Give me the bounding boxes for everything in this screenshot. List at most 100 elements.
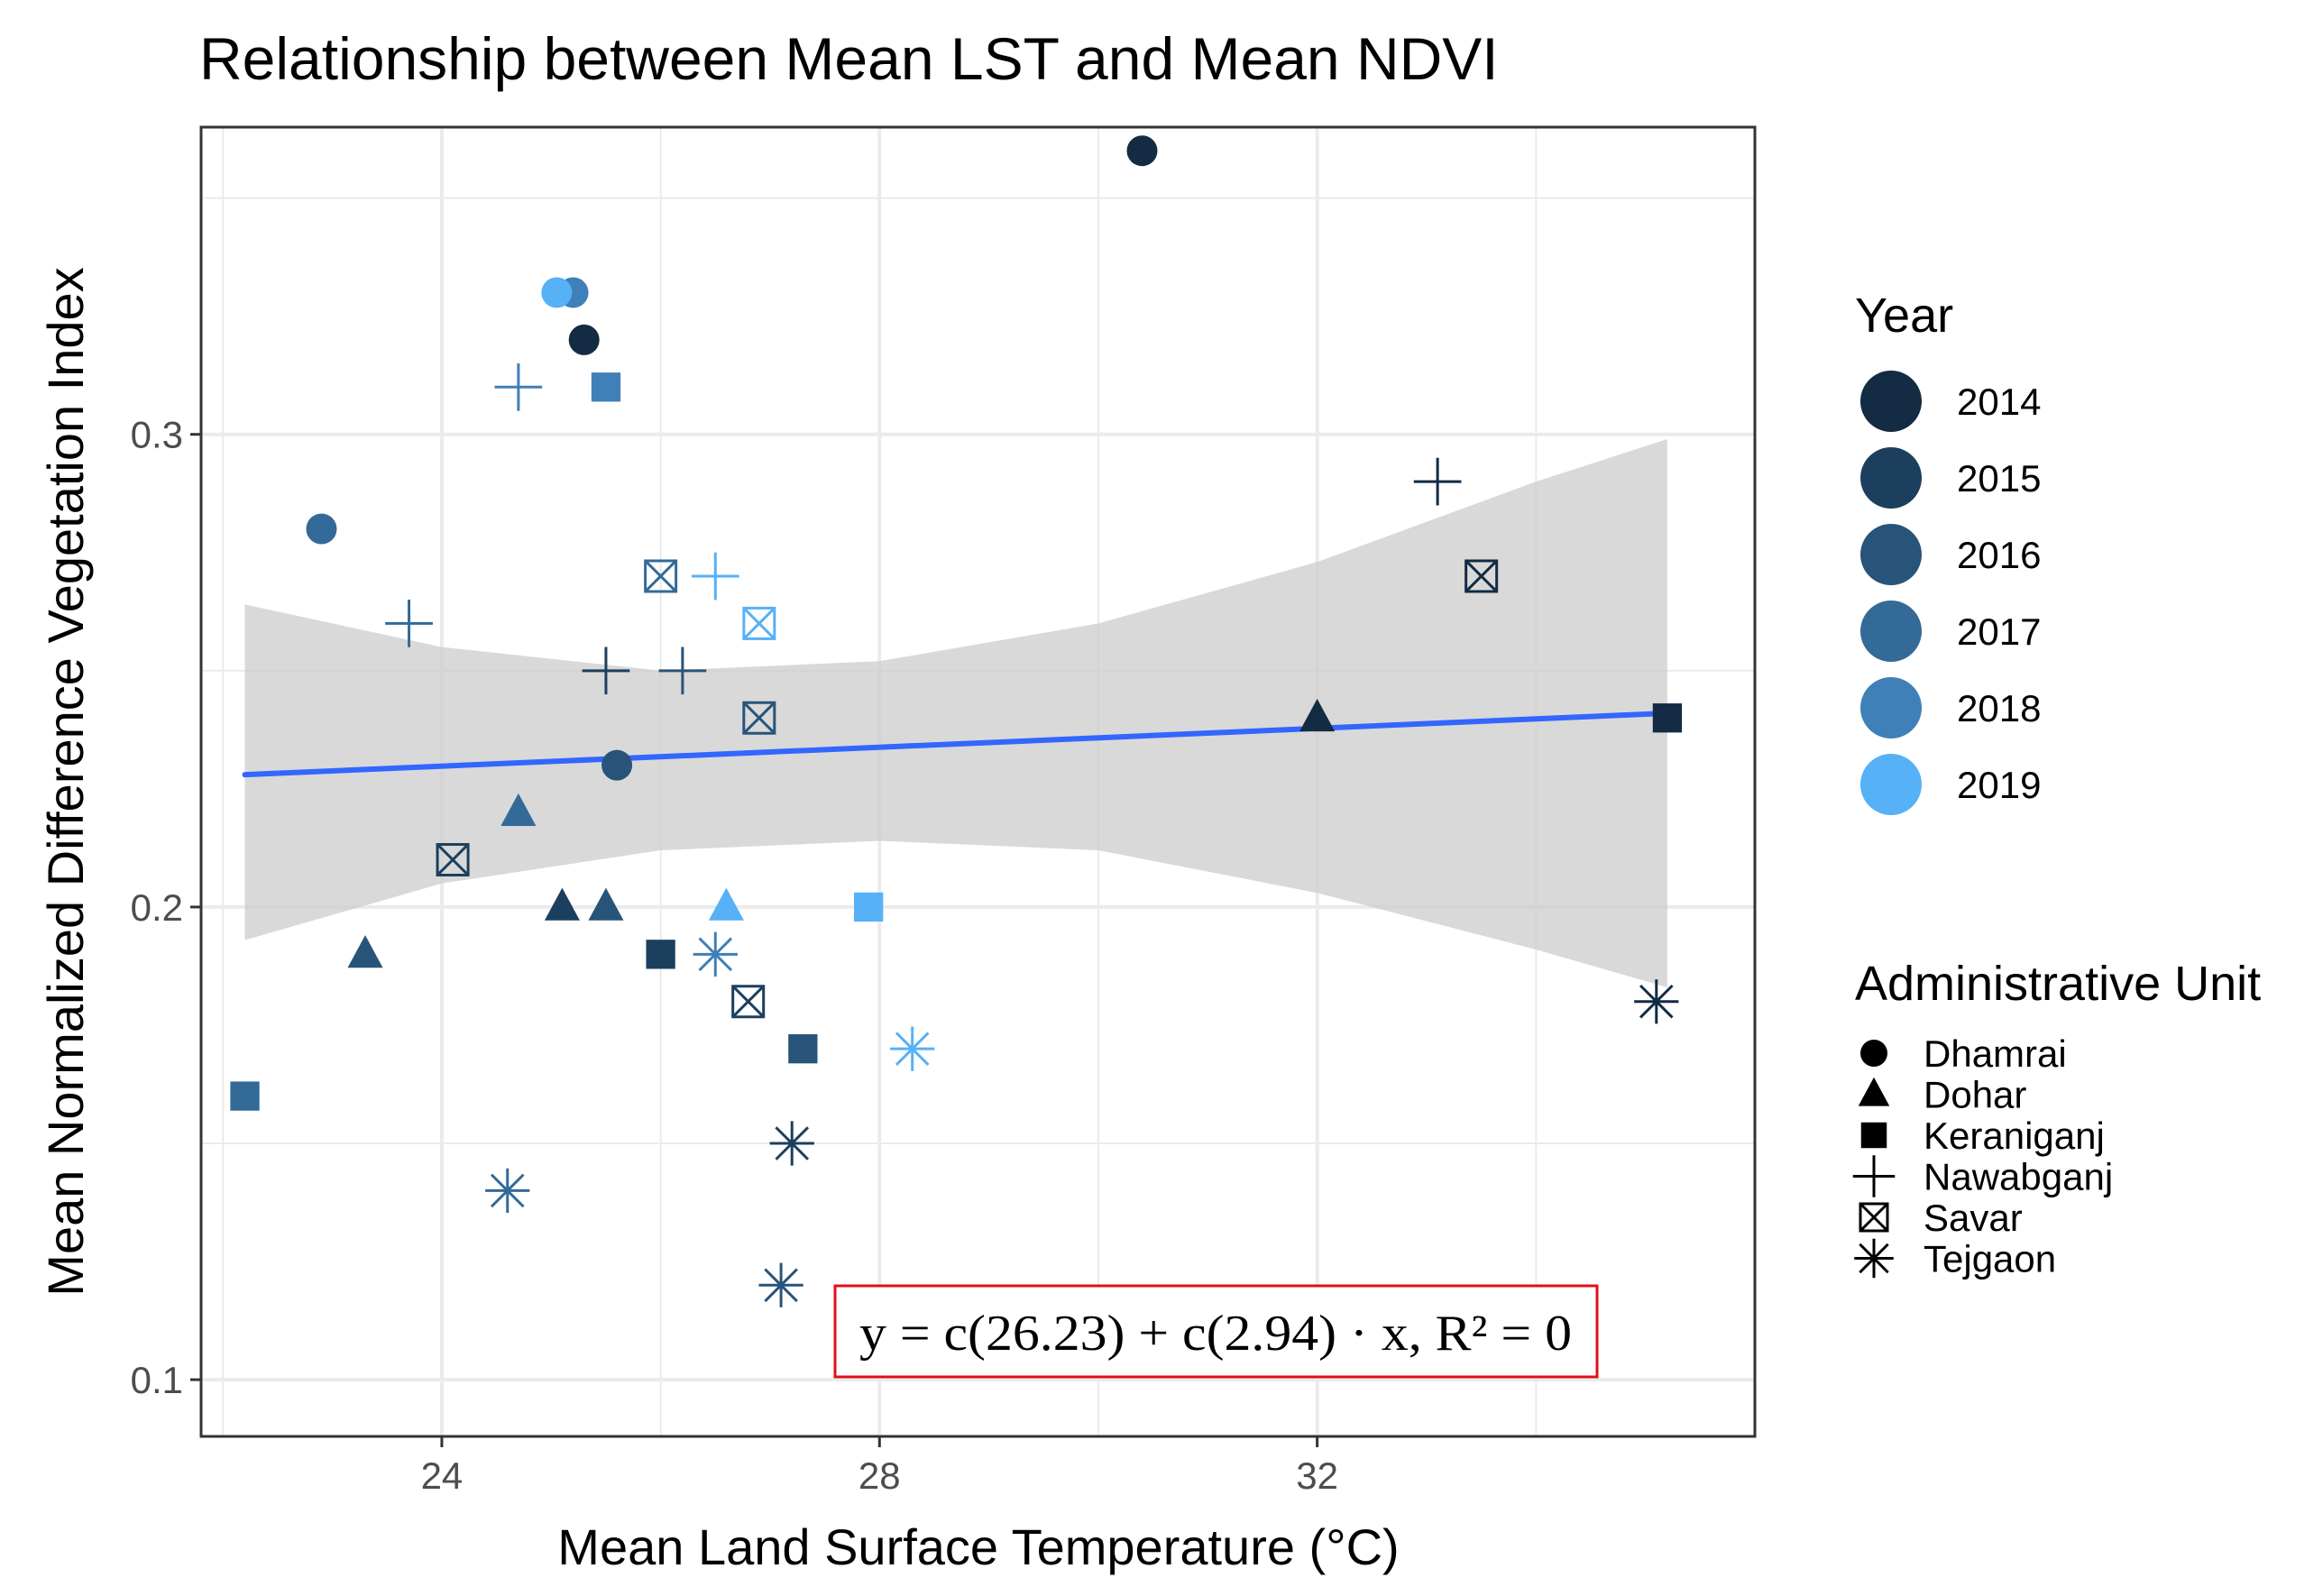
data-point: [742, 701, 776, 735]
confidence-band: [244, 439, 1667, 987]
triangle-marker: [347, 935, 383, 968]
legend-year-label: 2019: [1957, 764, 2041, 806]
asterisk-marker: [485, 1168, 530, 1214]
legend-unit-label: Nawabganj: [1924, 1156, 2113, 1198]
data-point: [644, 559, 678, 593]
data-point: [485, 1168, 530, 1214]
box-marker: [1859, 1202, 1889, 1233]
data-point: [693, 931, 738, 977]
circle-marker: [568, 324, 600, 355]
square-marker: [591, 372, 621, 402]
legend-year-label: 2016: [1957, 534, 2041, 576]
legend-unit-label: Tejgaon: [1924, 1238, 2056, 1280]
trend-line: [242, 710, 1670, 778]
legend-unit-label: Dohar: [1924, 1074, 2026, 1116]
triangle-marker: [588, 887, 624, 921]
legend-key-shape: [1860, 1040, 1887, 1067]
circle-marker: [601, 749, 633, 781]
equation-annotation: y = c(26.23) + c(2.94) · x, R² = 0: [833, 1284, 1599, 1379]
asterisk-marker: [1854, 1238, 1894, 1279]
data-point: [544, 887, 580, 921]
plus-marker: [1413, 457, 1462, 506]
data-point: [731, 985, 766, 1019]
asterisk-marker: [769, 1121, 814, 1166]
legend-key-circle: [1860, 524, 1922, 585]
box-cross: [644, 559, 677, 593]
plus-marker: [1852, 1155, 1896, 1197]
unit-legend-title: Administrative Unit: [1855, 957, 2261, 1011]
data-point: [582, 647, 630, 695]
legend-unit-label: Keraniganj: [1924, 1114, 2105, 1157]
data-point: [588, 887, 624, 921]
y-axis-label: Mean Normalized Difference Vegetation In…: [37, 267, 94, 1296]
data-point: [1413, 457, 1462, 506]
plus-marker: [385, 600, 433, 647]
square-marker: [646, 940, 675, 969]
plus-marker: [691, 552, 739, 601]
data-point: [758, 1262, 803, 1307]
square-marker: [230, 1081, 260, 1111]
x-tick-label: 24: [421, 1454, 464, 1497]
year-legend-title: Year: [1855, 289, 1953, 343]
triangle-marker: [708, 887, 744, 921]
y-tick-label: 0.1: [131, 1359, 183, 1401]
legend-key-circle: [1860, 447, 1922, 509]
data-point: [494, 362, 543, 411]
legend-key-shape: [1859, 1202, 1889, 1233]
x-tick-label: 32: [1296, 1454, 1338, 1497]
asterisk-marker: [1634, 979, 1679, 1024]
legend-unit-label: Savar: [1924, 1197, 2023, 1239]
data-point: [1634, 979, 1679, 1024]
y-tick-label: 0.2: [131, 886, 183, 929]
equation-text: y = c(26.23) + c(2.94) · x, R² = 0: [859, 1306, 1572, 1362]
asterisk-marker: [693, 931, 738, 977]
square-marker: [1652, 703, 1683, 733]
box-marker: [436, 842, 470, 876]
box-cross: [742, 702, 776, 735]
legend-key-shape: [1854, 1238, 1894, 1279]
data-point: [788, 1034, 818, 1064]
triangle-marker: [1858, 1077, 1890, 1106]
legend-key-shape: [1858, 1077, 1890, 1106]
data-point: [306, 513, 337, 545]
data-points: [230, 135, 1683, 1307]
data-point: [691, 552, 739, 601]
triangle-marker: [544, 887, 580, 921]
data-point: [708, 887, 744, 921]
y-axis: 0.1 0.2 0.3: [131, 414, 201, 1401]
legend-year-label: 2018: [1957, 687, 2041, 729]
legend-year-label: 2015: [1957, 457, 2041, 500]
data-point: [769, 1121, 814, 1166]
data-point: [347, 935, 383, 968]
data-point: [658, 647, 707, 695]
data-point: [436, 842, 470, 876]
triangle-marker: [1299, 698, 1336, 732]
plus-marker: [582, 647, 630, 695]
square-marker: [788, 1034, 818, 1064]
plus-marker: [658, 647, 707, 695]
data-point: [646, 940, 675, 969]
asterisk-marker: [758, 1262, 803, 1307]
data-point: [890, 1026, 935, 1071]
box-marker: [742, 701, 776, 735]
triangle-marker: [500, 793, 537, 826]
plot-border: [199, 125, 1757, 1438]
legend-key-circle: [1860, 371, 1922, 432]
box-cross: [1859, 1202, 1889, 1233]
legend-unit-label: Dhamrai: [1924, 1032, 2067, 1075]
chart-title: Relationship between Mean LST and Mean N…: [199, 25, 1499, 92]
legend-key-circle: [1860, 601, 1922, 662]
asterisk-marker: [890, 1026, 935, 1071]
square-marker: [1860, 1122, 1887, 1149]
data-point: [601, 749, 633, 781]
data-point: [742, 606, 776, 640]
data-point: [1126, 135, 1158, 167]
plus-marker: [494, 362, 543, 411]
data-point: [1299, 698, 1336, 732]
box-cross: [1464, 559, 1498, 593]
box-marker: [742, 606, 776, 640]
circle-marker: [1126, 135, 1158, 167]
x-axis-label: Mean Land Surface Temperature (°C): [557, 1518, 1399, 1575]
legend-year-label: 2014: [1957, 381, 2041, 423]
data-point: [1464, 559, 1499, 593]
